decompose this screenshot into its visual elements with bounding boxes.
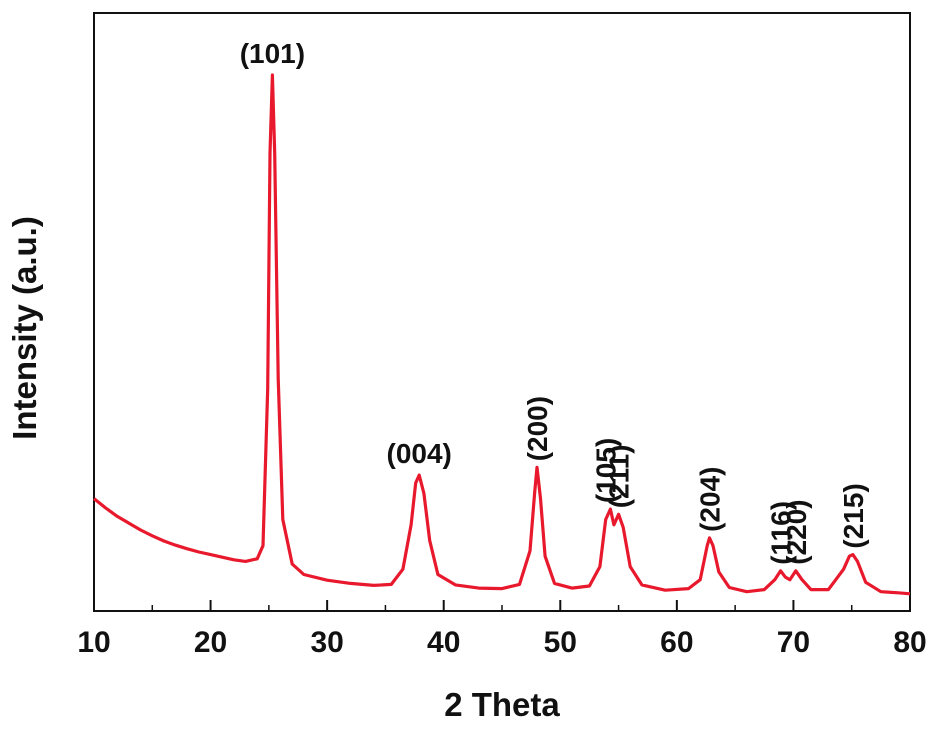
peak-label: (220): [781, 499, 812, 564]
series-group: [92, 73, 911, 596]
peak-label: (004): [387, 438, 452, 469]
x-tick-label: 70: [777, 626, 810, 659]
x-tick-label: 10: [77, 626, 110, 659]
x-ticks: [93, 600, 911, 611]
x-tick-label: 40: [427, 626, 460, 659]
x-tick-label: 20: [194, 626, 227, 659]
series-line: [92, 73, 911, 596]
x-tick-label: 80: [893, 626, 926, 659]
peak-label: (200): [522, 396, 553, 461]
peak-label: (215): [838, 483, 869, 548]
x-tick-label: 30: [310, 626, 343, 659]
peak-label: (105): [591, 438, 622, 503]
y-axis-label: Intensity (a.u.): [6, 216, 43, 440]
peak-label: (204): [695, 467, 726, 532]
peak-label: (116): [766, 501, 797, 565]
peak-label: (101): [240, 38, 305, 69]
x-tick-label: 50: [544, 626, 577, 659]
x-axis-label: 2 Theta: [444, 686, 560, 723]
x-tick-labels: 10 20 30 40 50 60 70 80: [77, 626, 926, 659]
peak-label: (211): [604, 444, 635, 508]
x-tick-label: 60: [660, 626, 693, 659]
peak-annotations: (101) (004) (200) (105)(211) (204) (116)(220)…: [240, 38, 869, 565]
